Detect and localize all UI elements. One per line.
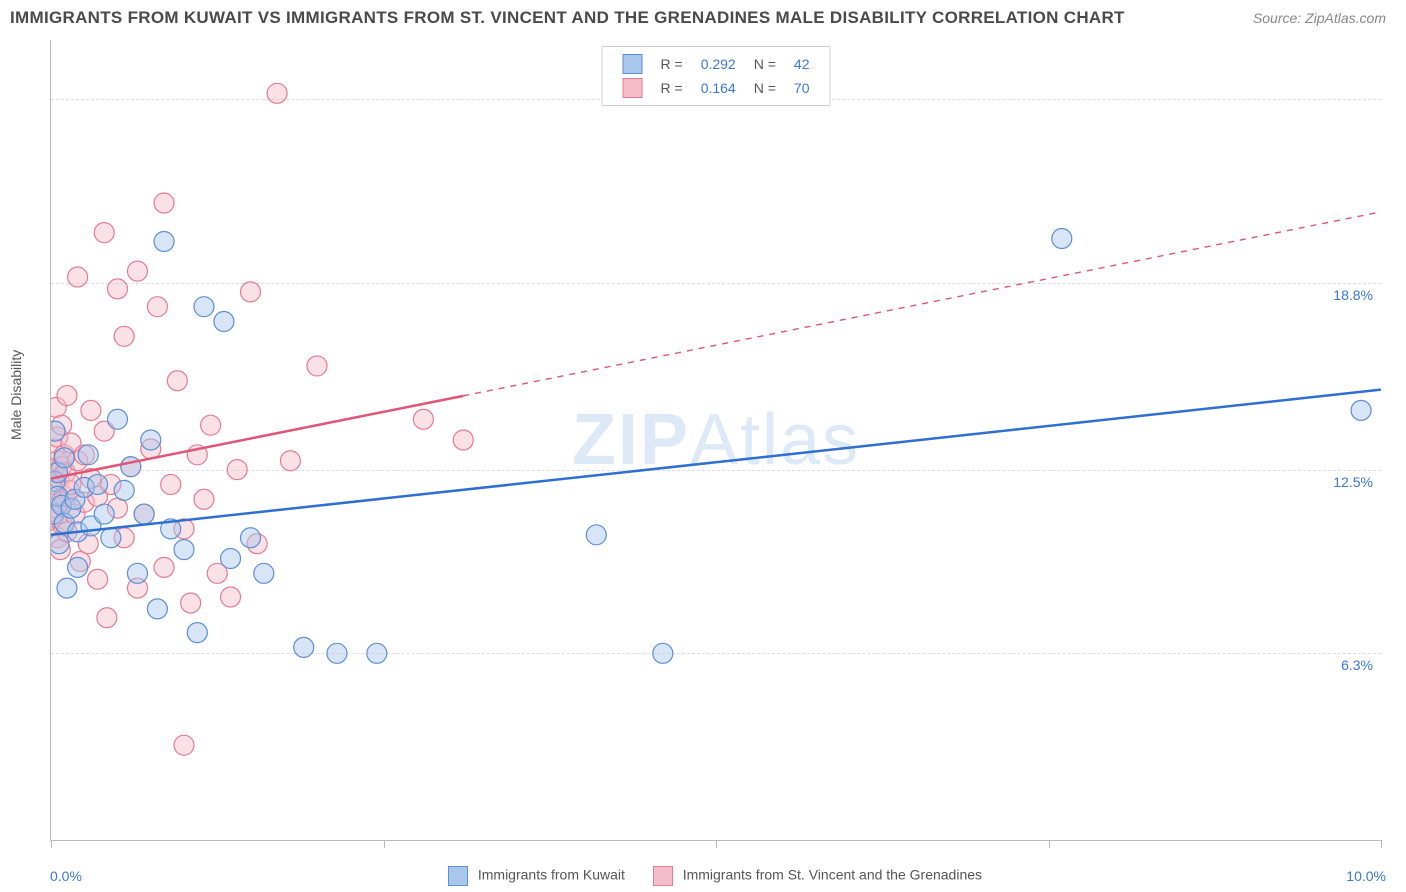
y-axis-label: Male Disability [8, 350, 24, 440]
legend-swatch-kuwait [623, 54, 643, 74]
scatter-point [57, 386, 77, 406]
scatter-point [453, 430, 473, 450]
scatter-point [121, 457, 141, 477]
scatter-point [241, 528, 261, 548]
scatter-point [167, 371, 187, 391]
source-attribution: Source: ZipAtlas.com [1253, 10, 1386, 26]
scatter-point [413, 409, 433, 429]
legend-swatch-svg [623, 78, 643, 98]
scatter-point [154, 557, 174, 577]
scatter-point [68, 267, 88, 287]
scatter-point [94, 504, 114, 524]
scatter-point [1351, 400, 1371, 420]
scatter-point [294, 637, 314, 657]
scatter-svg [51, 40, 1381, 840]
scatter-point [78, 445, 98, 465]
scatter-point [174, 735, 194, 755]
scatter-point [194, 489, 214, 509]
scatter-point [586, 525, 606, 545]
scatter-point [1052, 229, 1072, 249]
scatter-point [181, 593, 201, 613]
scatter-point [367, 643, 387, 663]
legend-row-kuwait: R = 0.292 N = 42 [615, 53, 818, 75]
scatter-point [161, 474, 181, 494]
scatter-point [221, 549, 241, 569]
scatter-point [241, 282, 261, 302]
scatter-point [214, 311, 234, 331]
scatter-point [327, 643, 347, 663]
scatter-point [147, 599, 167, 619]
chart-title: IMMIGRANTS FROM KUWAIT VS IMMIGRANTS FRO… [10, 8, 1125, 28]
scatter-point [57, 578, 77, 598]
r-value-svg: 0.164 [693, 77, 744, 99]
r-label: R = [653, 53, 691, 75]
n-label: N = [746, 53, 784, 75]
r-value-kuwait: 0.292 [693, 53, 744, 75]
legend-label-svg: Immigrants from St. Vincent and the Gren… [683, 867, 982, 883]
scatter-point [221, 587, 241, 607]
scatter-point [68, 557, 88, 577]
scatter-point [108, 279, 128, 299]
scatter-point [127, 261, 147, 281]
scatter-point [141, 430, 161, 450]
scatter-point [147, 297, 167, 317]
scatter-point [101, 528, 121, 548]
scatter-point [94, 223, 114, 243]
scatter-point [81, 400, 101, 420]
legend-swatch-svg-bottom [653, 866, 673, 886]
scatter-point [187, 623, 207, 643]
scatter-point [280, 451, 300, 471]
trend-line-dashed [463, 212, 1381, 396]
scatter-point [201, 415, 221, 435]
scatter-point [174, 540, 194, 560]
scatter-point [307, 356, 327, 376]
scatter-point [267, 83, 287, 103]
scatter-point [97, 608, 117, 628]
scatter-point [254, 563, 274, 583]
r-label: R = [653, 77, 691, 99]
scatter-point [88, 569, 108, 589]
legend-label-kuwait: Immigrants from Kuwait [478, 867, 625, 883]
scatter-point [653, 643, 673, 663]
scatter-point [194, 297, 214, 317]
plot-area: ZIPAtlas 6.3%12.5%18.8% R = 0.292 N = 42… [50, 40, 1381, 841]
scatter-point [108, 409, 128, 429]
legend-row-svg: R = 0.164 N = 70 [615, 77, 818, 99]
legend-swatch-kuwait-bottom [448, 866, 468, 886]
series-legend: Immigrants from Kuwait Immigrants from S… [0, 866, 1406, 886]
scatter-point [51, 534, 69, 554]
scatter-point [114, 326, 134, 346]
scatter-point [134, 504, 154, 524]
scatter-point [127, 563, 147, 583]
scatter-point [54, 448, 74, 468]
n-label: N = [746, 77, 784, 99]
scatter-point [154, 231, 174, 251]
n-value-kuwait: 42 [786, 53, 818, 75]
scatter-point [114, 480, 134, 500]
scatter-point [227, 460, 247, 480]
scatter-point [88, 474, 108, 494]
correlation-legend: R = 0.292 N = 42 R = 0.164 N = 70 [602, 46, 831, 106]
n-value-svg: 70 [786, 77, 818, 99]
trend-line [51, 390, 1381, 535]
scatter-point [51, 421, 65, 441]
scatter-point [154, 193, 174, 213]
